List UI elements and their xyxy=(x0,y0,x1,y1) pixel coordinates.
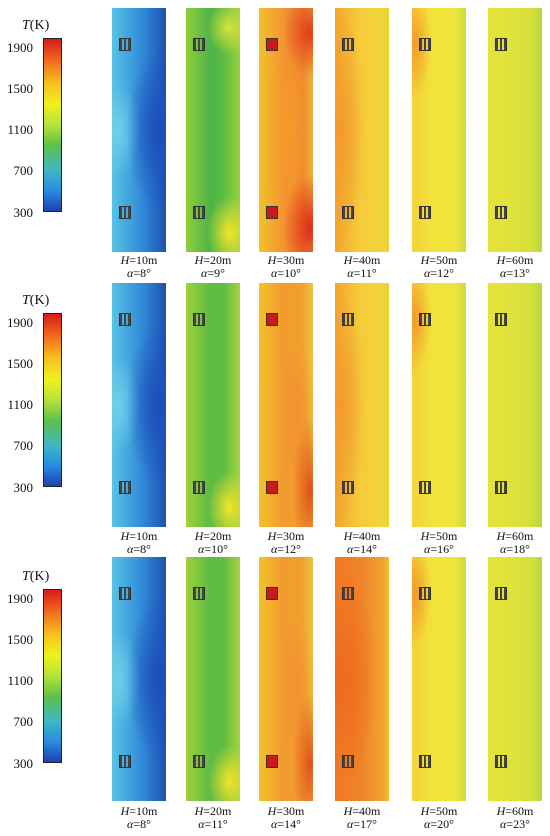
inlet-icon xyxy=(266,206,278,219)
temperature-field-panel xyxy=(259,557,313,801)
inlet-icon xyxy=(342,313,354,326)
panel-caption: H=40m α=17° xyxy=(343,804,381,831)
temperature-field-panel xyxy=(488,8,542,252)
panel-caption: H=10m α=8° xyxy=(120,253,158,280)
colorbar-tick: 300 xyxy=(13,480,34,495)
colorbar-tick: 1500 xyxy=(7,356,33,371)
temperature-field-panel xyxy=(488,557,542,801)
panel-caption: H=60m α=13° xyxy=(496,253,534,280)
temperature-field-panel xyxy=(335,8,389,252)
inlet-icon xyxy=(266,481,278,494)
inlet-icon xyxy=(342,38,354,51)
panel-caption: H=60m α=23° xyxy=(496,804,534,831)
panel-caption: H=30m α=14° xyxy=(267,804,305,831)
panel-caption: H=10m α=8° xyxy=(120,804,158,831)
inlet-icon xyxy=(495,481,507,494)
inlet-icon xyxy=(193,38,205,51)
panel-caption: H=50m α=16° xyxy=(420,529,458,556)
inlet-icon xyxy=(193,206,205,219)
inlet-icon xyxy=(419,38,431,51)
inlet-icon xyxy=(342,481,354,494)
temperature-field-panel xyxy=(112,283,166,527)
colorbar-tick: 1500 xyxy=(7,81,33,96)
inlet-icon xyxy=(193,587,205,600)
inlet-icon xyxy=(419,313,431,326)
inlet-icon xyxy=(193,313,205,326)
colorbar-gradient xyxy=(43,38,62,212)
temperature-field-panel xyxy=(335,557,389,801)
panel-caption: H=50m α=20° xyxy=(420,804,458,831)
temperature-field-panel xyxy=(259,8,313,252)
temperature-field-panel xyxy=(112,8,166,252)
inlet-icon xyxy=(119,38,131,51)
inlet-icon xyxy=(119,481,131,494)
temperature-field-panel xyxy=(186,283,240,527)
inlet-icon xyxy=(495,206,507,219)
colorbar-legend-row-1: T(K) 1900 1500 1100 700 300 xyxy=(0,18,105,258)
inlet-icon xyxy=(266,313,278,326)
panel-caption: H=20m α=11° xyxy=(194,804,232,831)
colorbar-title: T(K) xyxy=(22,293,50,308)
colorbar-gradient xyxy=(43,589,62,763)
inlet-icon xyxy=(342,755,354,768)
panel-caption: H=50m α=12° xyxy=(420,253,458,280)
panel-caption: H=30m α=10° xyxy=(267,253,305,280)
inlet-icon xyxy=(419,587,431,600)
colorbar-tick: 700 xyxy=(13,438,34,453)
inlet-icon xyxy=(193,481,205,494)
panel-caption: H=40m α=14° xyxy=(343,529,381,556)
colorbar-tick: 700 xyxy=(13,163,34,178)
inlet-icon xyxy=(495,38,507,51)
inlet-icon xyxy=(119,755,131,768)
colorbar-tick: 1100 xyxy=(7,122,33,137)
temperature-field-panel xyxy=(112,557,166,801)
colorbar-tick: 1900 xyxy=(7,591,33,606)
panel-caption: H=40m α=11° xyxy=(343,253,381,280)
colorbar-gradient xyxy=(43,313,62,487)
panel-caption: H=20m α=9° xyxy=(194,253,232,280)
panel-caption: H=20m α=10° xyxy=(194,529,232,556)
temperature-field-panel xyxy=(412,283,466,527)
colorbar-title: T(K) xyxy=(22,18,50,33)
inlet-icon xyxy=(119,313,131,326)
colorbar-tick: 1500 xyxy=(7,632,33,647)
panel-caption: H=30m α=12° xyxy=(267,529,305,556)
colorbar-tick: 1100 xyxy=(7,397,33,412)
colorbar-tick: 1900 xyxy=(7,315,33,330)
inlet-icon xyxy=(342,206,354,219)
inlet-icon xyxy=(495,587,507,600)
inlet-icon xyxy=(495,755,507,768)
temperature-field-panel xyxy=(186,8,240,252)
inlet-icon xyxy=(193,755,205,768)
colorbar-legend-row-2: T(K) 1900 1500 1100 700 300 xyxy=(0,293,105,533)
inlet-icon xyxy=(342,587,354,600)
temperature-field-panel xyxy=(412,8,466,252)
panel-caption: H=60m α=18° xyxy=(496,529,534,556)
panel-caption: H=10m α=8° xyxy=(120,529,158,556)
colorbar-legend-row-3: T(K) 1900 1500 1100 700 300 xyxy=(0,569,105,809)
inlet-icon xyxy=(266,755,278,768)
inlet-icon xyxy=(419,481,431,494)
inlet-icon xyxy=(419,206,431,219)
inlet-icon xyxy=(119,206,131,219)
inlet-icon xyxy=(266,38,278,51)
inlet-icon xyxy=(119,587,131,600)
colorbar-tick: 700 xyxy=(13,714,34,729)
inlet-icon xyxy=(495,313,507,326)
inlet-icon xyxy=(266,587,278,600)
colorbar-tick: 300 xyxy=(13,756,34,771)
temperature-field-panel xyxy=(412,557,466,801)
colorbar-tick: 1900 xyxy=(7,40,33,55)
temperature-field-panel xyxy=(186,557,240,801)
inlet-icon xyxy=(419,755,431,768)
temperature-field-panel xyxy=(335,283,389,527)
colorbar-title: T(K) xyxy=(22,569,50,584)
colorbar-tick: 1100 xyxy=(7,673,33,688)
colorbar-tick: 300 xyxy=(13,205,34,220)
temperature-field-panel xyxy=(488,283,542,527)
temperature-field-panel xyxy=(259,283,313,527)
